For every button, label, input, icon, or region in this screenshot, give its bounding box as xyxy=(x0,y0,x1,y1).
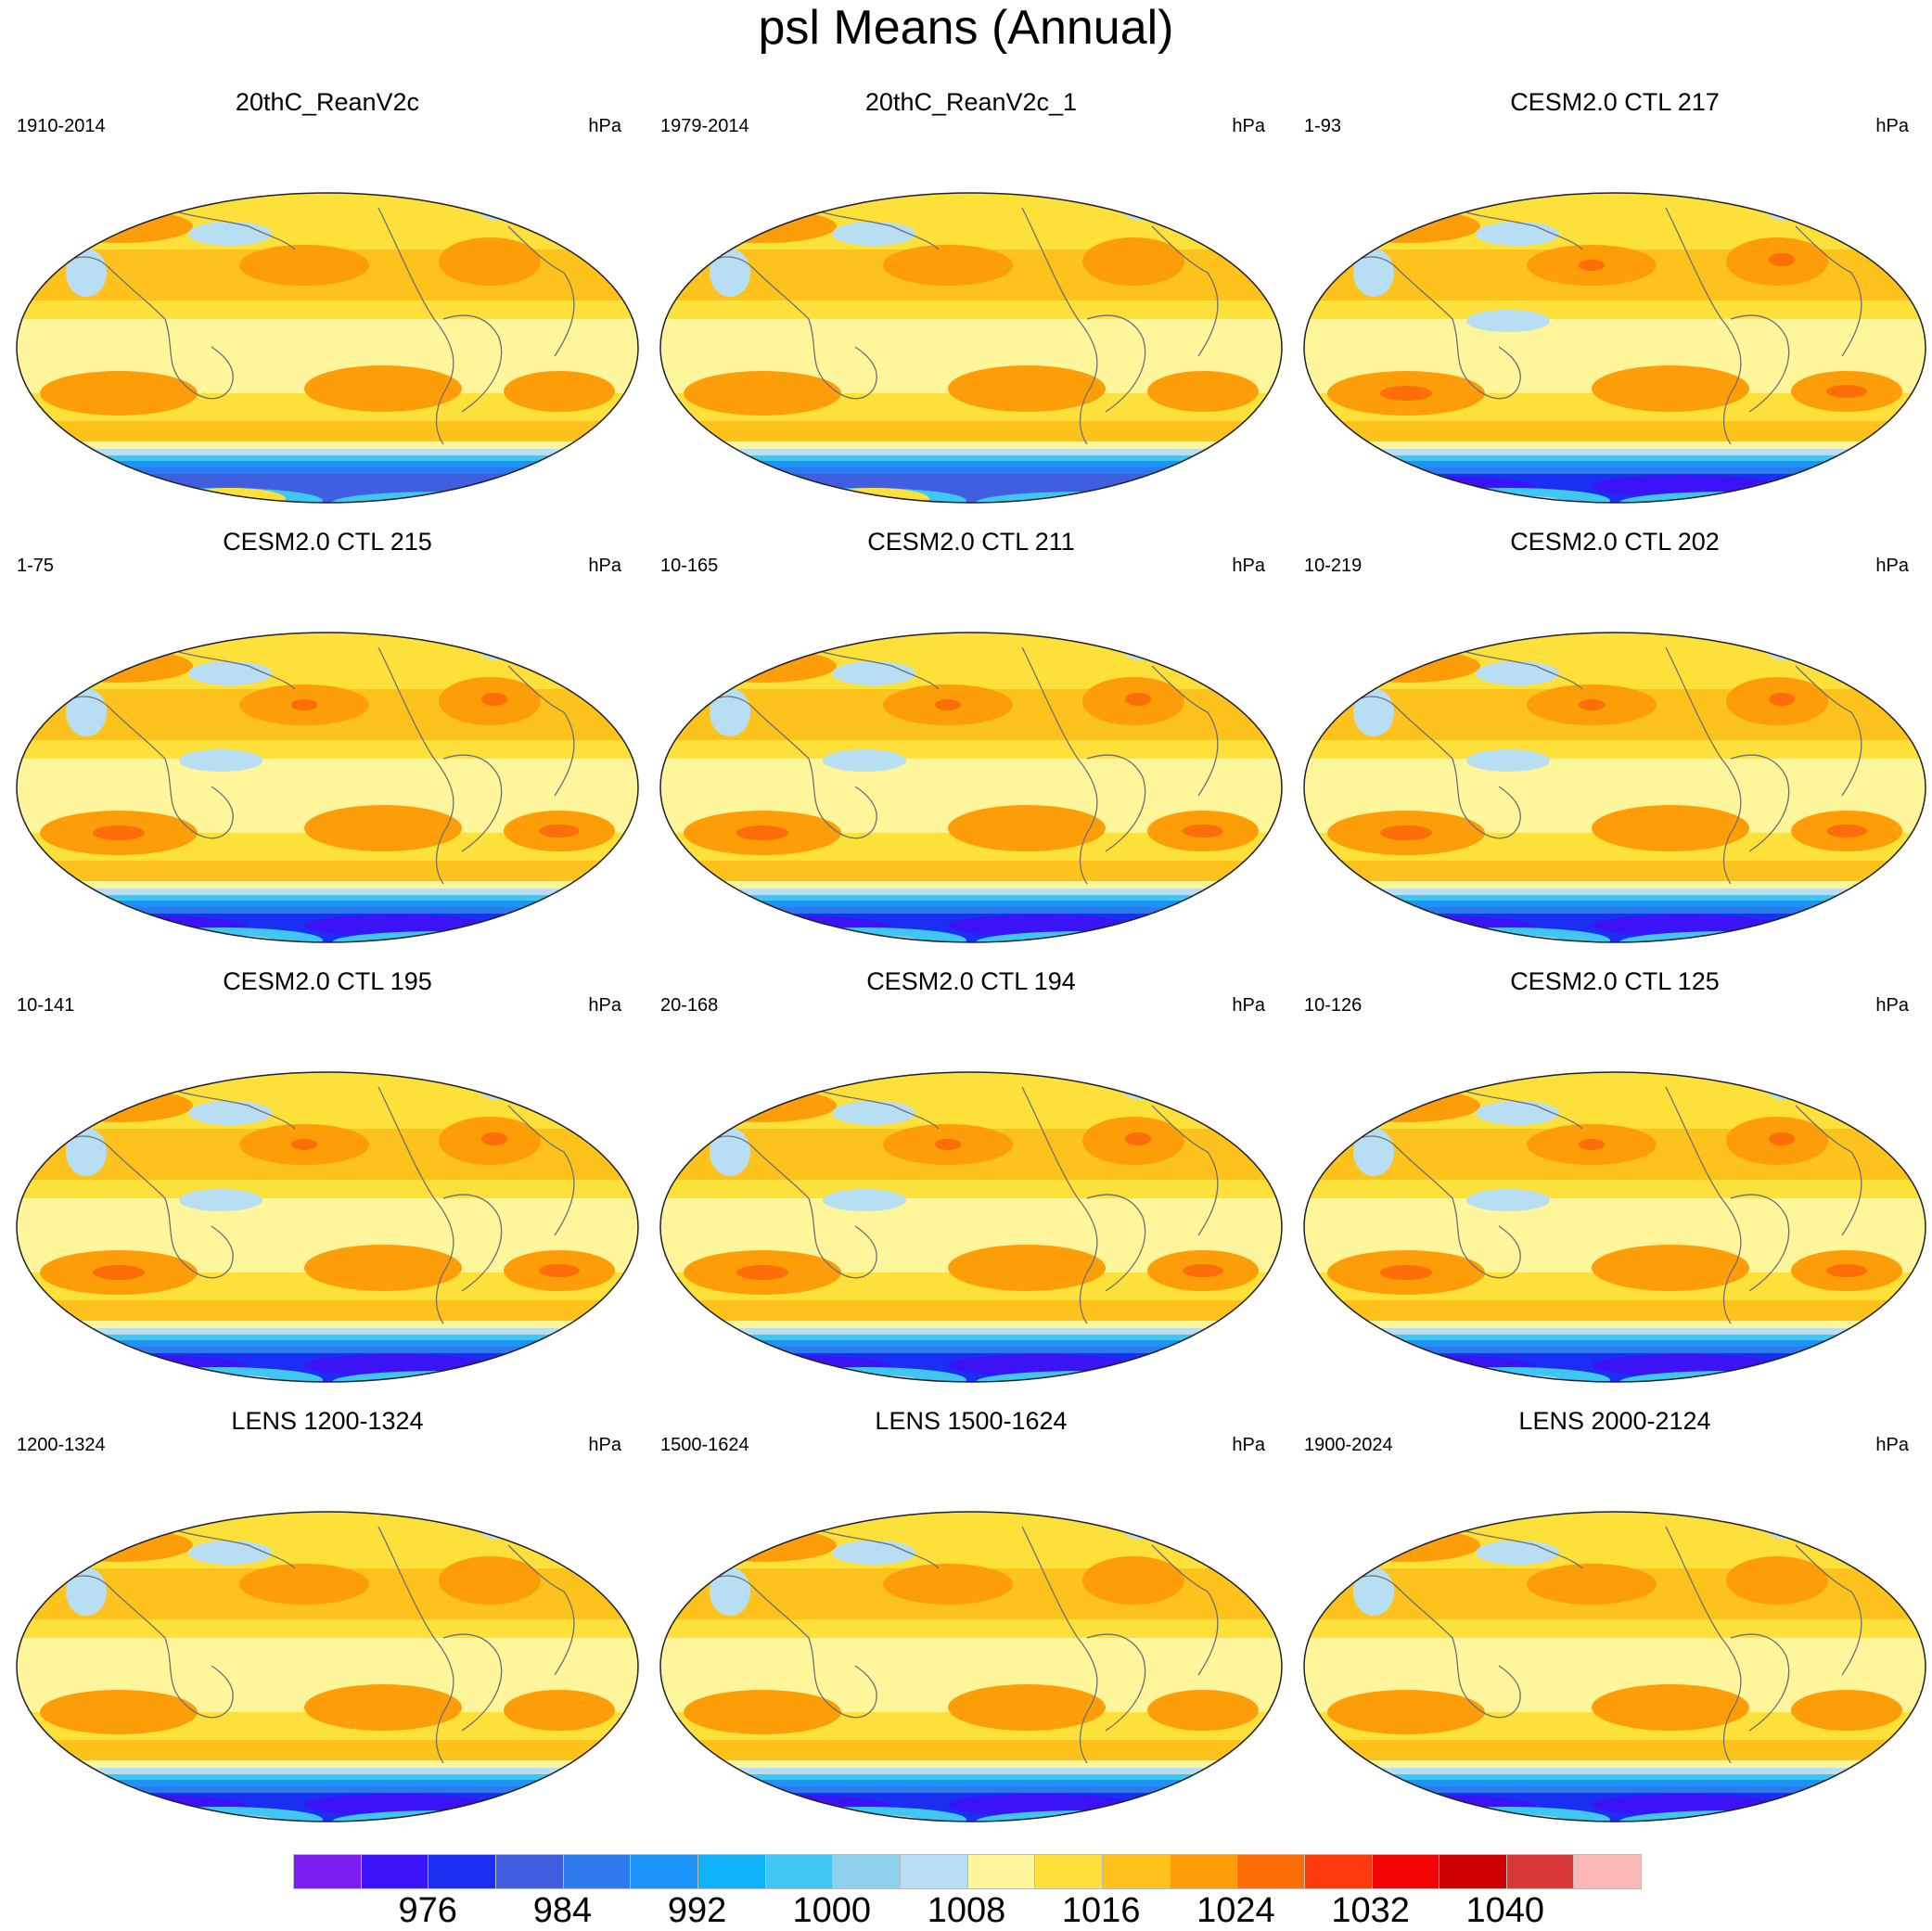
panel-title: CESM2.0 CTL 215 xyxy=(223,528,432,556)
panel-title: 20thC_ReanV2c_1 xyxy=(864,88,1078,116)
panel-title: 20thC_ReanV2c xyxy=(235,88,420,116)
colorbar-cell xyxy=(1170,1855,1238,1888)
map-globe xyxy=(16,1511,639,1822)
panel-years: 1500-1624 xyxy=(660,1435,749,1455)
map-globe xyxy=(16,1071,639,1383)
panel-units: hPa xyxy=(1232,556,1265,576)
panel-years: 1-75 xyxy=(17,556,55,576)
colorbar-cell xyxy=(563,1855,632,1888)
panel-years: 1900-2024 xyxy=(1304,1435,1393,1455)
map-panel: CESM2.0 CTL 195 10-141 hPa xyxy=(7,966,647,1383)
map-panel: CESM2.0 CTL 217 1-93 hPa xyxy=(1295,87,1932,504)
panel-years: 1979-2014 xyxy=(660,116,749,136)
map-globe xyxy=(16,192,639,504)
map-panel: 20thC_ReanV2c_1 1979-2014 hPa xyxy=(651,87,1291,504)
panel-title: LENS 1200-1324 xyxy=(231,1407,424,1435)
panel-units: hPa xyxy=(1232,116,1265,136)
panel-units: hPa xyxy=(1232,995,1265,1016)
colorbar-tick-label: 1008 xyxy=(927,1891,1006,1930)
colorbar-cell xyxy=(294,1855,362,1888)
map-panel: LENS 2000-2124 1900-2024 hPa xyxy=(1295,1406,1932,1822)
map-panel: CESM2.0 CTL 202 10-219 hPa xyxy=(1295,527,1932,943)
map-panel: CESM2.0 CTL 211 10-165 hPa xyxy=(651,527,1291,943)
panel-years: 10-219 xyxy=(1304,556,1363,576)
colorbar-cell xyxy=(765,1855,834,1888)
colorbar-tick-label: 976 xyxy=(398,1891,457,1930)
panel-units: hPa xyxy=(588,1435,621,1455)
panel-units: hPa xyxy=(1875,556,1909,576)
colorbar-tick-label: 1016 xyxy=(1061,1891,1141,1930)
panel-units: hPa xyxy=(588,116,621,136)
panel-title: CESM2.0 CTL 195 xyxy=(223,967,432,995)
figure-title: psl Means (Annual) xyxy=(758,1,1174,55)
panel-title: CESM2.0 CTL 194 xyxy=(866,967,1076,995)
colorbar-tick-label: 1040 xyxy=(1465,1891,1545,1930)
panel-units: hPa xyxy=(1875,116,1909,136)
colorbar-cell xyxy=(495,1855,564,1888)
panel-units: hPa xyxy=(1875,1435,1909,1455)
colorbar-cell xyxy=(1304,1855,1373,1888)
colorbar-cell xyxy=(1372,1855,1440,1888)
colorbar-cell xyxy=(1035,1855,1103,1888)
panel-title: LENS 2000-2124 xyxy=(1518,1407,1711,1435)
panel-years: 10-165 xyxy=(660,556,719,576)
panel-title: CESM2.0 CTL 202 xyxy=(1510,528,1720,556)
colorbar-cell xyxy=(631,1855,698,1888)
colorbar-cell xyxy=(1237,1855,1305,1888)
colorbar-cell xyxy=(1574,1855,1642,1888)
map-globe xyxy=(16,632,639,943)
colorbar-cell xyxy=(1506,1855,1575,1888)
map-globe xyxy=(1303,1511,1926,1822)
colorbar-ticks: 976 984 992 1000 1008 1016 1024 1032 1040 xyxy=(293,1890,1640,1931)
map-panel: CESM2.0 CTL 194 20-168 hPa xyxy=(651,966,1291,1383)
map-globe xyxy=(1303,1071,1926,1383)
map-globe xyxy=(1303,632,1926,943)
panel-years: 10-126 xyxy=(1304,995,1363,1016)
colorbar-tick-label: 1000 xyxy=(792,1891,872,1930)
colorbar-cell xyxy=(833,1855,901,1888)
colorbar-cell xyxy=(1102,1855,1171,1888)
panel-years: 1200-1324 xyxy=(17,1435,106,1455)
panel-years: 10-141 xyxy=(17,995,75,1016)
map-panel: LENS 1200-1324 1200-1324 hPa xyxy=(7,1406,647,1822)
map-globe xyxy=(659,632,1283,943)
colorbar-tick-label: 1032 xyxy=(1331,1891,1410,1930)
map-panel: 20thC_ReanV2c 1910-2014 hPa xyxy=(7,87,647,504)
colorbar-cell xyxy=(900,1855,968,1888)
panel-units: hPa xyxy=(1875,995,1909,1016)
colorbar-cell xyxy=(697,1855,766,1888)
colorbar-tick-label: 992 xyxy=(667,1891,727,1930)
map-panel: CESM2.0 CTL 125 10-126 hPa xyxy=(1295,966,1932,1383)
colorbar-tick-label: 1024 xyxy=(1196,1891,1275,1930)
map-panel: CESM2.0 CTL 215 1-75 hPa xyxy=(7,527,647,943)
map-globe xyxy=(659,1071,1283,1383)
map-globe xyxy=(659,192,1283,504)
panel-title: CESM2.0 CTL 217 xyxy=(1510,88,1720,116)
map-panel: LENS 1500-1624 1500-1624 hPa xyxy=(651,1406,1291,1822)
panel-years: 20-168 xyxy=(660,995,719,1016)
panel-units: hPa xyxy=(1232,1435,1265,1455)
panel-units: hPa xyxy=(588,556,621,576)
panel-title: CESM2.0 CTL 211 xyxy=(867,528,1075,556)
panel-title: LENS 1500-1624 xyxy=(875,1407,1068,1435)
map-globe xyxy=(659,1511,1283,1822)
colorbar xyxy=(293,1854,1642,1889)
panel-title: CESM2.0 CTL 125 xyxy=(1510,967,1720,995)
panel-units: hPa xyxy=(588,995,621,1016)
colorbar-tick-label: 984 xyxy=(532,1891,593,1930)
colorbar-cell xyxy=(967,1855,1036,1888)
colorbar-cell xyxy=(361,1855,429,1888)
panel-years: 1910-2014 xyxy=(17,116,106,136)
panel-years: 1-93 xyxy=(1304,116,1342,136)
map-globe xyxy=(1303,192,1926,504)
colorbar-cell xyxy=(1439,1855,1507,1888)
colorbar-cell xyxy=(429,1855,496,1888)
